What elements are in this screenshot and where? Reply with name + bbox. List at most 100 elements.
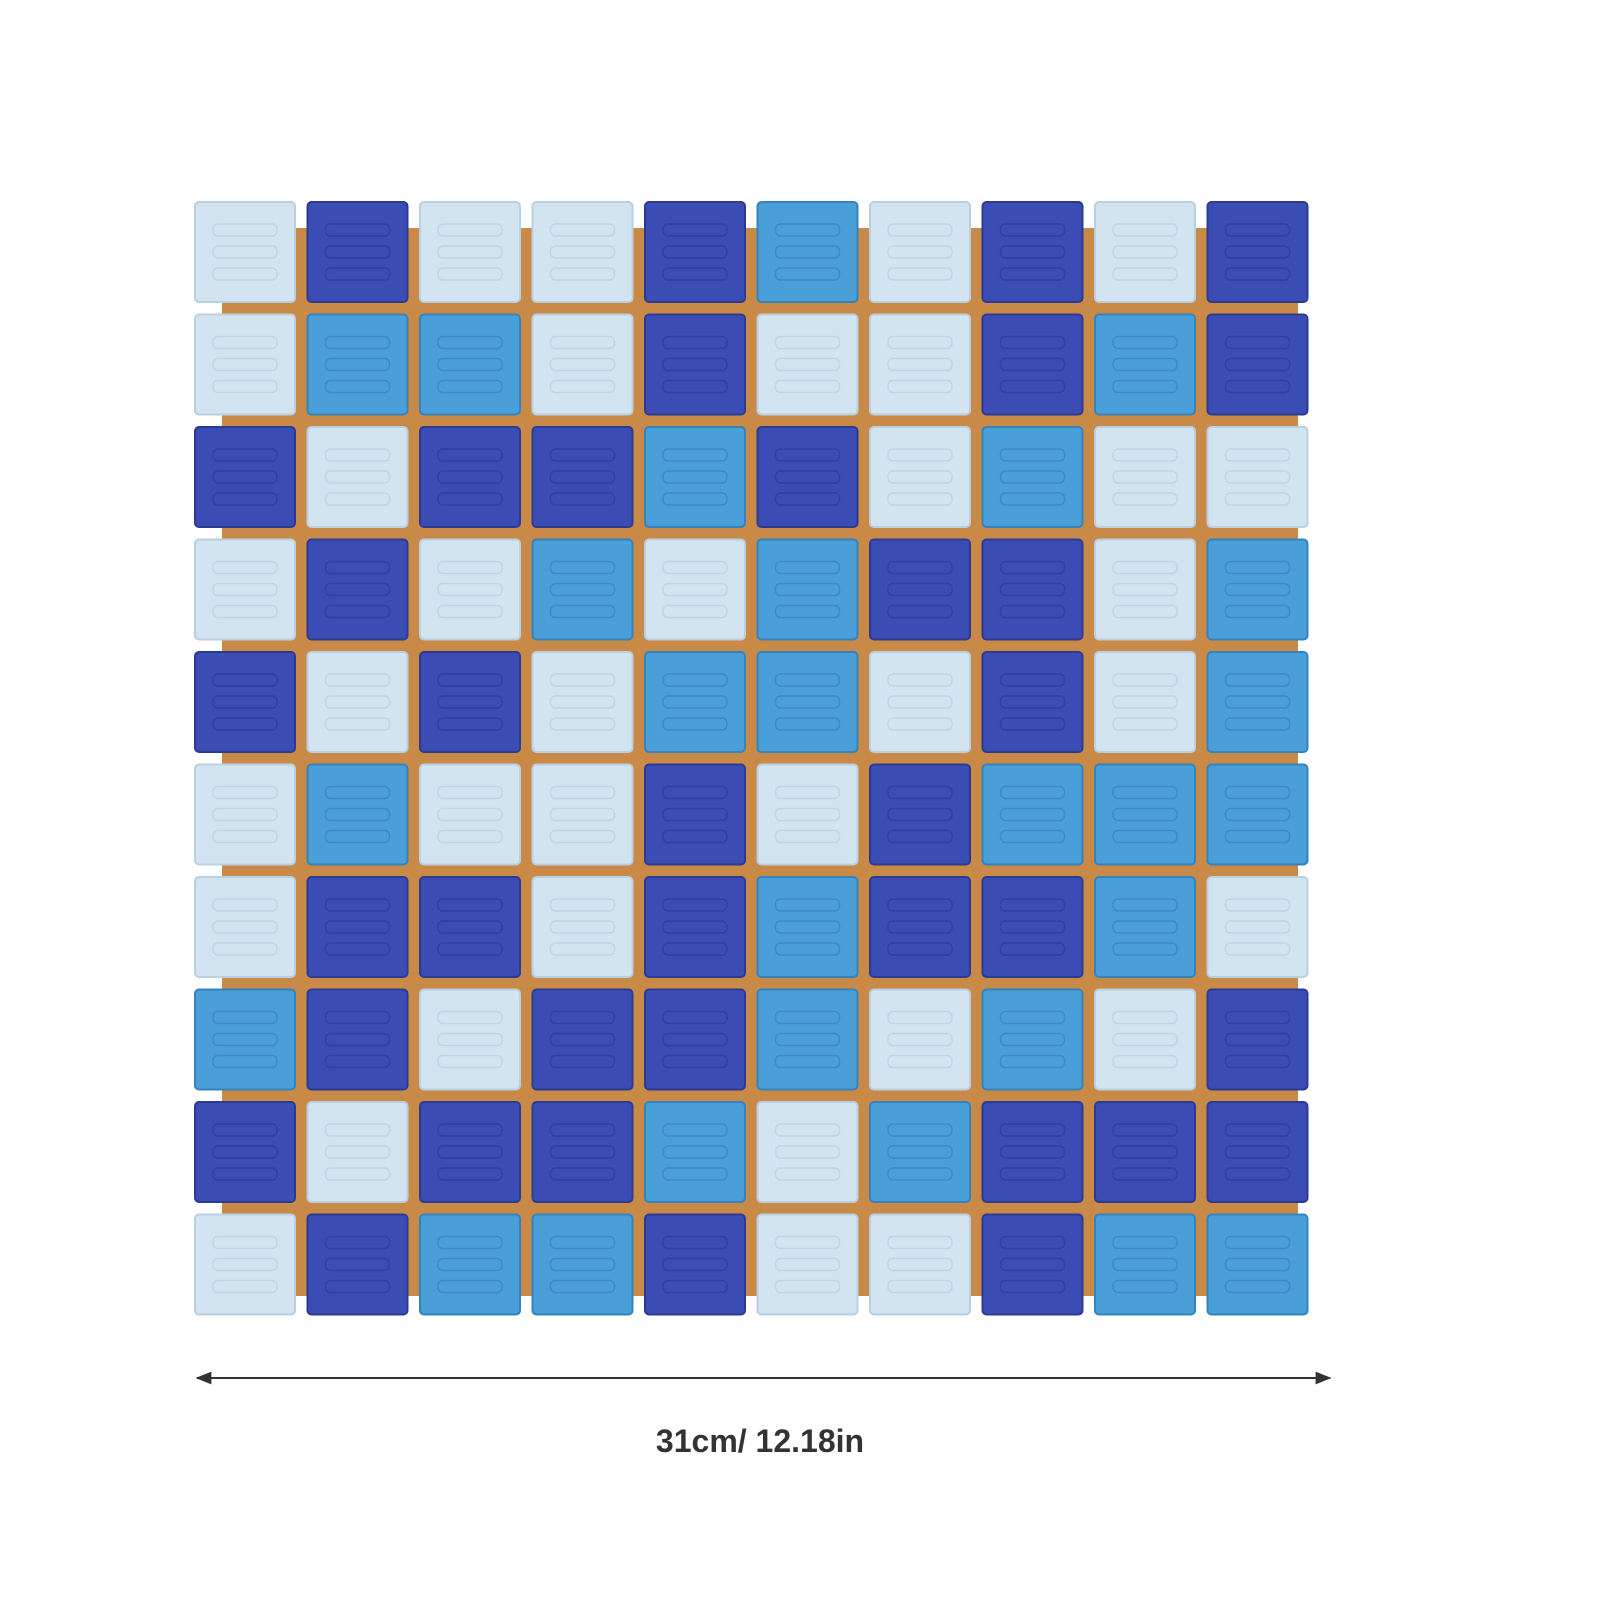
tile-texture <box>774 560 841 575</box>
tile-texture <box>1224 604 1291 619</box>
mosaic-tile <box>306 763 409 866</box>
tile-texture <box>324 492 391 506</box>
tile-texture <box>999 560 1066 575</box>
tile-texture <box>212 898 278 912</box>
mosaic-tile <box>981 538 1084 641</box>
tile-texture <box>437 717 503 731</box>
tile-texture <box>774 920 841 934</box>
tile-texture <box>774 448 841 462</box>
tile-texture <box>437 1167 503 1181</box>
tile-texture <box>999 357 1066 372</box>
tile-texture <box>662 1279 728 1294</box>
tile-texture <box>324 942 391 956</box>
mosaic-tile <box>1206 538 1309 641</box>
tile-texture <box>774 673 841 687</box>
tile-texture <box>774 807 841 822</box>
tile-texture <box>212 1279 278 1294</box>
mosaic-tile <box>306 876 409 978</box>
tile-texture <box>1224 492 1291 506</box>
tile-texture <box>549 1054 616 1069</box>
tile-texture <box>437 1279 503 1294</box>
tile-texture <box>549 920 616 934</box>
tile-texture <box>212 1010 278 1025</box>
tile-texture <box>887 673 953 687</box>
tile-texture <box>774 470 841 484</box>
mosaic-tile <box>306 201 409 303</box>
mosaic-tile <box>194 876 296 978</box>
tile-texture <box>662 357 728 372</box>
tile-texture <box>1224 335 1291 350</box>
tile-texture <box>774 604 841 619</box>
tile-texture <box>662 1167 728 1181</box>
tile-texture <box>887 223 953 237</box>
tile-texture <box>1112 920 1178 934</box>
mosaic-tile <box>869 988 971 1091</box>
tile-texture <box>549 470 616 484</box>
mosaic-tile <box>1206 876 1309 978</box>
tile-texture <box>1112 1054 1178 1069</box>
tile-texture <box>437 1010 503 1025</box>
tile-texture <box>662 267 728 281</box>
tile-texture <box>324 898 391 912</box>
tile-texture <box>324 1010 391 1025</box>
tile-texture <box>1112 807 1178 822</box>
tile-texture <box>774 785 841 800</box>
mosaic-tile <box>1206 426 1309 528</box>
tile-texture <box>887 829 953 844</box>
tile-texture <box>437 898 503 912</box>
tile-texture <box>774 582 841 597</box>
tile-texture <box>887 695 953 709</box>
mosaic-tile <box>419 988 521 1091</box>
tile-texture <box>662 448 728 462</box>
tile-texture <box>999 717 1066 731</box>
tile-texture <box>774 1167 841 1181</box>
tile-texture <box>1224 1279 1291 1294</box>
tile-texture <box>324 223 391 237</box>
tile-texture <box>999 1123 1066 1137</box>
tile-texture <box>887 1279 953 1294</box>
tile-texture <box>1112 1123 1178 1137</box>
tile-texture <box>324 245 391 259</box>
tile-texture <box>999 1235 1066 1250</box>
mosaic-tile <box>531 651 634 753</box>
tile-texture <box>999 267 1066 281</box>
mosaic-tile <box>1206 1213 1309 1316</box>
tile-texture <box>212 379 278 394</box>
mosaic-tile <box>1206 201 1309 303</box>
mosaic-tile <box>306 426 409 528</box>
tile-texture <box>549 335 616 350</box>
tile-texture <box>887 807 953 822</box>
mosaic-tile <box>531 313 634 416</box>
tile-texture <box>324 920 391 934</box>
tile-texture <box>662 785 728 800</box>
mosaic-tile <box>869 763 971 866</box>
tile-texture <box>774 1279 841 1294</box>
tile-texture <box>887 335 953 350</box>
tile-texture <box>662 1235 728 1250</box>
tile-texture <box>324 785 391 800</box>
tile-texture <box>774 695 841 709</box>
mosaic-tile <box>1094 538 1196 641</box>
tile-texture <box>1112 1235 1178 1250</box>
tile-texture <box>549 1257 616 1272</box>
tile-texture <box>212 223 278 237</box>
tile-texture <box>662 1010 728 1025</box>
tile-texture <box>774 379 841 394</box>
tile-texture <box>437 1145 503 1159</box>
mosaic-tile <box>644 763 746 866</box>
tile-texture <box>324 1145 391 1159</box>
tile-texture <box>1112 604 1178 619</box>
tile-texture <box>437 582 503 597</box>
tile-texture <box>549 807 616 822</box>
tile-texture <box>1224 379 1291 394</box>
mosaic-tile <box>869 1213 971 1316</box>
dimension-label: 31cm/ 12.18in <box>656 1423 864 1459</box>
mosaic-tile <box>869 538 971 641</box>
tile-texture <box>999 807 1066 822</box>
tile-texture <box>324 807 391 822</box>
tile-texture <box>324 379 391 394</box>
tile-texture <box>662 942 728 956</box>
mosaic-tile <box>1094 313 1196 416</box>
mosaic-tile <box>419 1101 521 1203</box>
